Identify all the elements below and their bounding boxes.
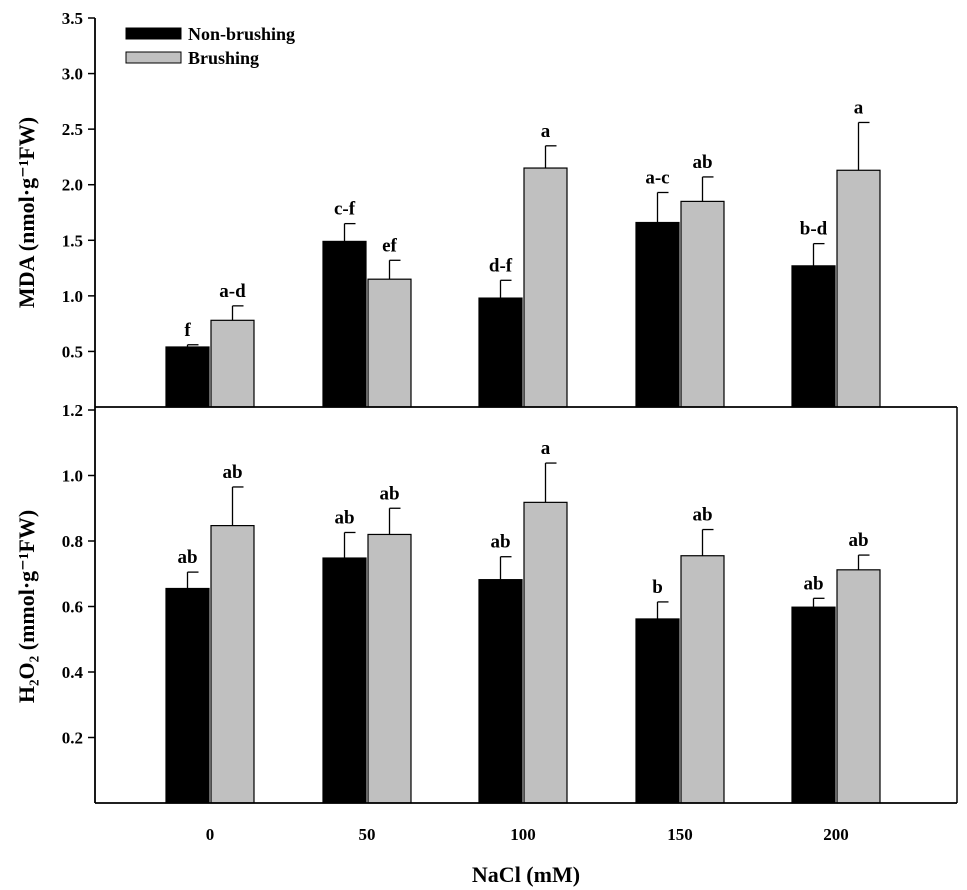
- mda-ytick-label: 2.0: [62, 176, 83, 195]
- h2o2-significance-label: b: [652, 577, 663, 598]
- h2o2-ytick-label: 1.0: [62, 467, 83, 486]
- mda-ytick-label: 2.5: [62, 120, 83, 139]
- mda-bar-brushing: [680, 200, 725, 408]
- x-tick-label: 150: [667, 825, 693, 844]
- mda-significance-label: d-f: [489, 255, 513, 276]
- h2o2-y-axis-title: H₂O₂ (mmol·g⁻¹FW): [14, 510, 39, 703]
- mda-bar-brushing: [210, 319, 255, 408]
- x-tick-label: 0: [206, 825, 215, 844]
- mda-ytick-label: 3.5: [62, 9, 83, 28]
- shared-elements: 0 50 100 150 200 NaCl (mM) Non-brushing Brushin…: [94, 18, 958, 887]
- mda-significance-label: a-c: [645, 167, 669, 188]
- h2o2-ytick-label: 0.4: [62, 663, 84, 682]
- x-tick-label: 50: [359, 825, 376, 844]
- mda-significance-label: f: [184, 320, 191, 341]
- h2o2-bar-nonbrushing: [791, 606, 836, 804]
- mda-bar-nonbrushing: [635, 221, 680, 408]
- mda-significance-label: ab: [692, 152, 712, 173]
- h2o2-ytick-label: 0.6: [62, 598, 83, 617]
- mda-significance-label: a: [854, 97, 864, 118]
- h2o2-significance-label: a: [541, 438, 551, 459]
- legend-swatch-brushing: [125, 51, 182, 64]
- legend-label-brushing: Brushing: [188, 48, 259, 68]
- mda-bar-nonbrushing: [165, 346, 210, 408]
- h2o2-bar-brushing: [523, 501, 568, 804]
- mda-significance-label: a-d: [219, 281, 246, 302]
- x-axis-title: NaCl (mM): [472, 862, 580, 887]
- h2o2-significance-label: ab: [848, 530, 868, 551]
- h2o2-bar-brushing: [210, 525, 255, 804]
- mda-bar-nonbrushing: [322, 240, 367, 408]
- h2o2-significance-label: ab: [334, 507, 354, 528]
- h2o2-significance-label: ab: [177, 547, 197, 568]
- mda-bar-brushing: [523, 167, 568, 408]
- mda-panel: 0.5 1.0 1.5 2.0 2.5 3.0 3.5 f c-f d-f a-c b-d a-d ef a…: [14, 9, 881, 408]
- h2o2-bar-brushing: [836, 569, 881, 804]
- h2o2-panel: 0.2 0.4 0.6 0.8 1.0 1.2 ab ab ab b ab ab ab a ab ab H₂O₂…: [14, 401, 881, 804]
- mda-bar-nonbrushing: [791, 265, 836, 408]
- h2o2-bar-nonbrushing: [635, 618, 680, 804]
- mda-significance-label: c-f: [334, 199, 356, 220]
- mda-ytick-label: 3.0: [62, 65, 83, 84]
- mda-ytick-label: 0.5: [62, 342, 83, 361]
- h2o2-significance-label: ab: [222, 462, 242, 483]
- mda-significance-label: ef: [382, 235, 397, 256]
- mda-bar-brushing: [836, 169, 881, 408]
- legend-label-nonbrushing: Non-brushing: [188, 24, 295, 44]
- h2o2-bar-nonbrushing: [165, 587, 210, 804]
- mda-bar-brushing: [367, 278, 412, 408]
- legend: Non-brushing Brushing: [125, 24, 295, 68]
- h2o2-significance-label: ab: [379, 483, 399, 504]
- mda-significance-label: a: [541, 121, 551, 142]
- h2o2-ytick-label: 0.8: [62, 532, 83, 551]
- h2o2-ytick-label: 1.2: [62, 401, 83, 420]
- mda-y-axis-title: MDA (nmol·g⁻¹FW): [14, 117, 39, 308]
- h2o2-significance-label: ab: [692, 505, 712, 526]
- mda-bar-nonbrushing: [478, 297, 523, 408]
- mda-ytick-label: 1.0: [62, 287, 83, 306]
- h2o2-ytick-label: 0.2: [62, 729, 83, 748]
- h2o2-bar-brushing: [680, 555, 725, 804]
- h2o2-bar-brushing: [367, 533, 412, 804]
- legend-swatch-nonbrushing: [125, 27, 182, 40]
- h2o2-significance-label: ab: [803, 573, 823, 594]
- mda-ytick-label: 1.5: [62, 231, 83, 250]
- x-tick-label: 100: [510, 825, 536, 844]
- h2o2-bar-nonbrushing: [322, 557, 367, 804]
- x-tick-label: 200: [823, 825, 849, 844]
- mda-significance-label: b-d: [800, 219, 828, 240]
- h2o2-bar-nonbrushing: [478, 579, 523, 804]
- h2o2-significance-label: ab: [490, 532, 510, 553]
